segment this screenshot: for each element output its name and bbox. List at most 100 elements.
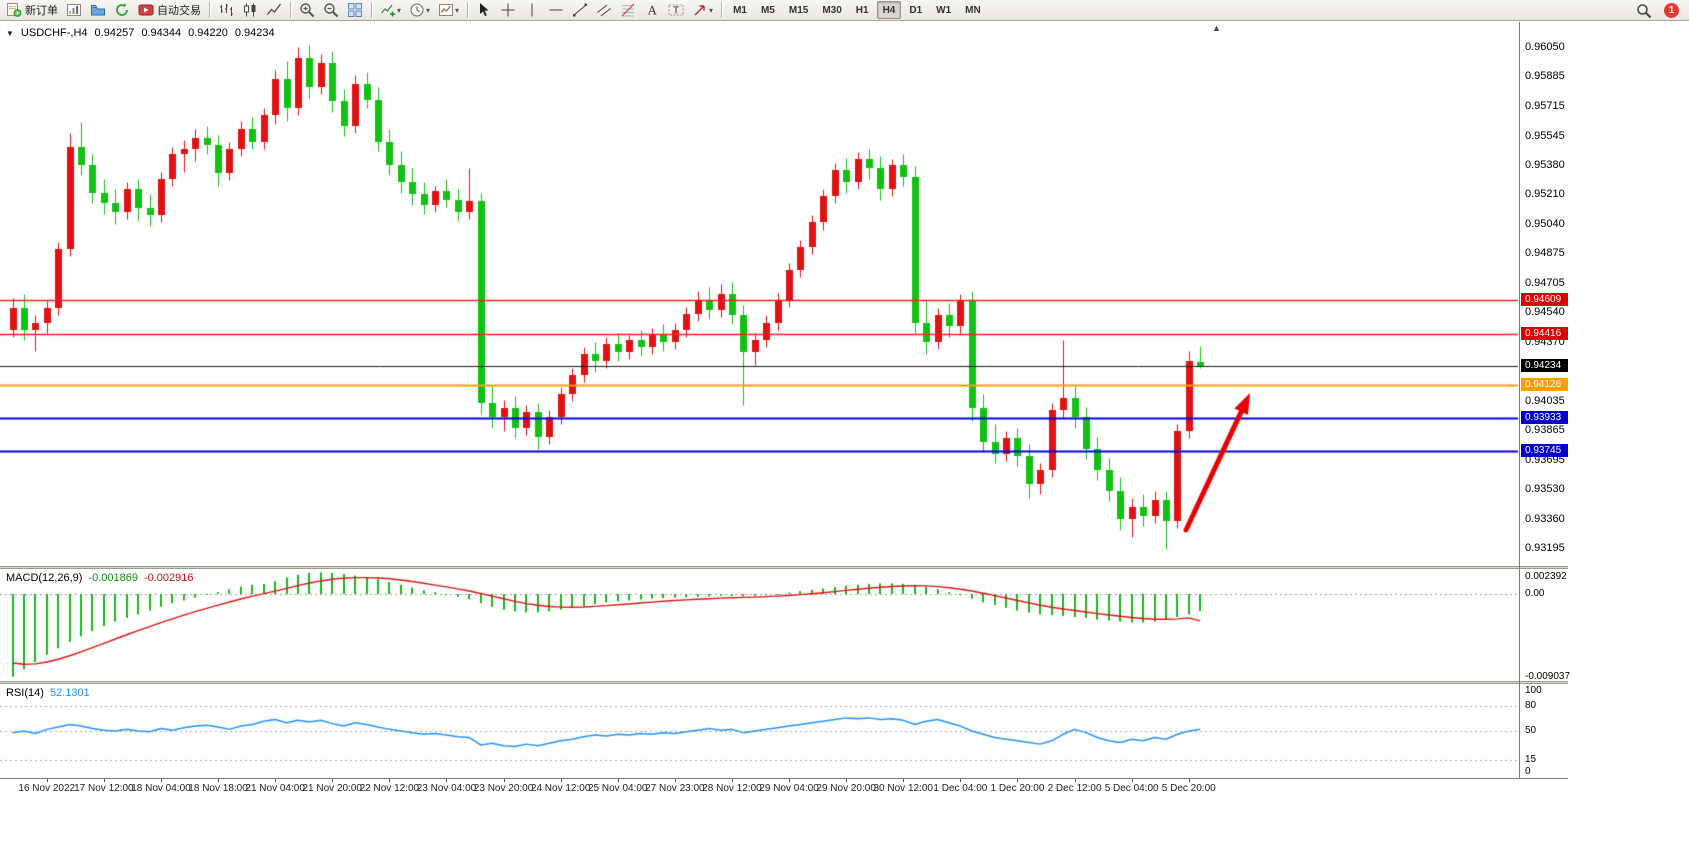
periods-button[interactable]: ▾: [406, 1, 433, 19]
macd-axis-label: 0.002392: [1525, 571, 1567, 582]
time-axis-tick: [332, 779, 333, 782]
crosshair-button[interactable]: [497, 1, 519, 19]
new-chart-button[interactable]: [63, 1, 85, 19]
bar-chart-icon: [218, 2, 234, 18]
time-axis: 16 Nov 2022 17 Nov 12:00 18 Nov 04:00 18 No…: [0, 778, 1568, 799]
chart-high-value: 0.94344: [141, 27, 182, 39]
tile-windows-button[interactable]: [344, 1, 366, 19]
price-chart-canvas[interactable]: [0, 22, 1567, 566]
price-line-badge: 0.94126: [1521, 377, 1568, 391]
toolbar-separator: [290, 2, 291, 18]
text-label-button[interactable]: T: [665, 1, 687, 19]
time-axis-label: 25 Nov 04:00: [588, 783, 648, 794]
price-axis-label: 0.95715: [1525, 99, 1565, 112]
chevron-down-icon[interactable]: ▾: [426, 5, 431, 15]
zoom-in-icon: [299, 2, 315, 18]
cursor-icon: [476, 2, 492, 18]
time-axis-label: 21 Nov 20:00: [302, 783, 363, 794]
time-axis-label: 5 Dec 04:00: [1104, 783, 1159, 794]
profiles-icon: [90, 2, 106, 18]
candlestick-chart-button[interactable]: [239, 1, 261, 19]
time-axis-tick: [446, 779, 447, 782]
timeframe-mn-button[interactable]: MN: [959, 1, 987, 19]
time-axis-tick: [846, 779, 847, 782]
refresh-button[interactable]: [111, 1, 133, 19]
clock-icon: [409, 2, 425, 18]
trendline-button[interactable]: [569, 1, 591, 19]
svg-text:A: A: [648, 3, 658, 18]
macd-name: MACD(12,26,9): [6, 572, 83, 584]
timeframe-m15-button[interactable]: M15: [783, 1, 814, 19]
toolbar-right: 1: [1632, 0, 1679, 21]
time-axis-tick: [675, 779, 676, 782]
new-order-button[interactable]: 新订单: [3, 1, 61, 19]
bar-chart-button[interactable]: [215, 1, 237, 19]
price-axis-label: 0.95545: [1525, 129, 1565, 142]
toolbar: 新订单 自动交易 ▾ ▾ ▾ A T ▾ M1 M5 M15 M30 H1 H4 D1 W1 MN 1: [0, 0, 1689, 21]
indicators-button[interactable]: ▾: [377, 1, 404, 19]
price-axis-label: 0.93360: [1525, 513, 1565, 526]
timeframe-m1-button[interactable]: M1: [727, 1, 753, 19]
notification-badge[interactable]: 1: [1664, 3, 1679, 18]
macd-signal-value: -0.002916: [143, 572, 194, 584]
vertical-line-button[interactable]: [521, 1, 543, 19]
chart-close-value: 0.94234: [234, 27, 275, 39]
chevron-down-icon[interactable]: ▾: [455, 5, 460, 15]
timeframe-m5-label: M5: [760, 4, 775, 16]
rsi-canvas[interactable]: [0, 684, 1567, 778]
timeframe-h4-button[interactable]: H4: [876, 1, 902, 19]
chevron-down-icon[interactable]: ▾: [709, 5, 714, 15]
templates-button[interactable]: ▾: [435, 1, 462, 19]
panel-separator[interactable]: [0, 566, 1568, 569]
time-axis-label: 17 Nov 12:00: [74, 783, 134, 794]
price-axis-label: 0.95885: [1525, 69, 1565, 82]
time-axis-tick: [1189, 779, 1190, 782]
rsi-name: RSI(14): [6, 687, 44, 699]
time-axis-label: 28 Nov 12:00: [702, 783, 762, 794]
rsi-axis-label: 15: [1525, 753, 1537, 765]
arrows-button[interactable]: ▾: [689, 1, 716, 19]
time-axis-label: 23 Nov 20:00: [473, 783, 534, 794]
time-axis-label: 18 Nov 18:00: [188, 783, 248, 794]
fibonacci-icon: [620, 2, 636, 18]
timeframe-m5-button[interactable]: M5: [755, 1, 781, 19]
macd-axis-label: 0.00: [1525, 588, 1545, 599]
timeframe-d1-button[interactable]: D1: [903, 1, 928, 19]
text-button[interactable]: A: [641, 1, 663, 19]
price-axis-label: 0.94705: [1525, 277, 1565, 290]
price-axis-label: 0.94875: [1525, 247, 1565, 260]
chart-menu-caret-icon[interactable]: ▼: [6, 29, 14, 38]
timeframe-w1-button[interactable]: W1: [930, 1, 957, 19]
horizontal-line-button[interactable]: [545, 1, 567, 19]
time-axis-label: 1 Dec 04:00: [933, 783, 988, 794]
auto-trading-label: 自动交易: [157, 5, 201, 17]
trendline-icon: [572, 2, 588, 18]
time-axis-label: 2 Dec 12:00: [1047, 783, 1102, 794]
price-axis-label: 0.95210: [1525, 188, 1565, 201]
price-axis-label: 0.93195: [1525, 542, 1565, 554]
fibonacci-button[interactable]: [617, 1, 639, 19]
zoom-in-button[interactable]: [296, 1, 318, 19]
time-axis-tick: [618, 779, 619, 782]
equidistant-channel-button[interactable]: [593, 1, 615, 19]
search-button[interactable]: [1633, 2, 1655, 20]
time-axis-label: 29 Nov 20:00: [816, 783, 876, 794]
toolbar-separator: [467, 2, 469, 18]
chevron-down-icon[interactable]: ▾: [397, 5, 402, 15]
timeframe-h1-button[interactable]: H1: [850, 1, 875, 19]
cursor-button[interactable]: [473, 1, 495, 19]
toolbar-separator: [209, 2, 210, 18]
macd-canvas[interactable]: [0, 569, 1567, 681]
time-axis-tick: [504, 779, 505, 782]
timeframe-mn-label: MN: [965, 4, 981, 16]
panel-separator[interactable]: [0, 681, 1568, 684]
price-axis-label: 0.96050: [1525, 41, 1565, 53]
profiles-button[interactable]: [87, 1, 109, 19]
auto-trading-button[interactable]: 自动交易: [135, 1, 204, 19]
svg-text:T: T: [673, 6, 679, 17]
timeframe-m30-button[interactable]: M30: [816, 1, 847, 19]
line-chart-button[interactable]: [263, 1, 285, 19]
zoom-out-button[interactable]: [320, 1, 342, 19]
chart-shift-marker-icon[interactable]: ▲: [1212, 23, 1221, 33]
time-axis-label: 24 Nov 12:00: [530, 783, 591, 794]
